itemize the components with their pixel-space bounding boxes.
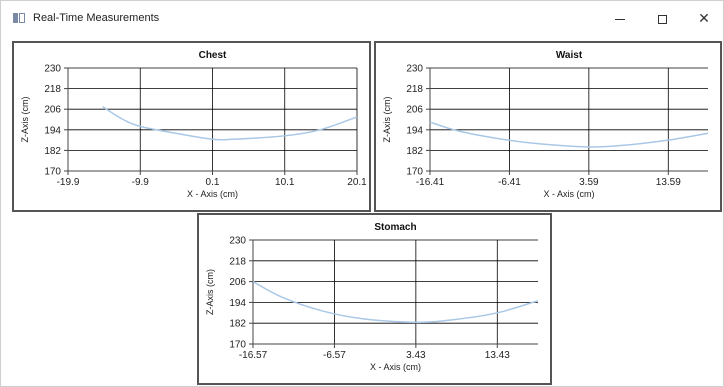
chart-1-ytick-label: 230: [406, 64, 423, 75]
chest-chart-panel: Chest 170 182 194 206 218 230 -19.9 -9.9 0.1 10.1 2…: [12, 41, 371, 212]
chart-0-xtick-label: -19.9: [57, 177, 80, 188]
stomach-chart-panel: Stomach 170 182 194 206 218 230 -16.57 -6.57 3.43…: [197, 213, 552, 385]
chart-2-xtick-label: -16.57: [239, 350, 268, 361]
chart-1-ytick-label: 182: [406, 146, 423, 157]
waist-chart-panel: Waist 170 182 194 206 218 230 -16.41 -6.41 3.59 13…: [374, 41, 722, 212]
chart-0-ytick-label: 170: [44, 167, 61, 178]
chart-1-xtick-label: 3.59: [579, 177, 599, 188]
chart-1-ytick-label: 194: [406, 125, 423, 136]
minimize-button[interactable]: [601, 7, 639, 31]
chart-1-title: Waist: [556, 50, 583, 61]
chart-2-xtick-label: 13.43: [485, 350, 510, 361]
app-icon: [13, 13, 25, 23]
chart-1-ytick-label: 206: [406, 105, 423, 116]
chart-1-xtick-label: 13.59: [656, 177, 681, 188]
chart-0-xtick-label: 10.1: [275, 177, 295, 188]
window-title: Real-Time Measurements: [33, 12, 160, 24]
title-bar[interactable]: Real-Time Measurements ✕: [1, 1, 723, 35]
chart-0-xtick-label: 0.1: [206, 177, 220, 188]
chart-0-xtick-label: -9.9: [132, 177, 150, 188]
chart-2-ytick-label: 230: [229, 236, 246, 247]
chart-0-y-axis-label: Z-Axis (cm): [20, 97, 30, 143]
stomach-chart: Stomach 170 182 194 206 218 230 -16.57 -6.57 3.43…: [205, 222, 539, 372]
chart-0-title: Chest: [199, 50, 227, 61]
chart-0-series-line: [102, 105, 358, 141]
chart-1-x-axis-label: X - Axis (cm): [544, 189, 595, 199]
close-button[interactable]: ✕: [685, 7, 723, 31]
chart-0-ytick-label: 194: [44, 125, 61, 136]
chart-0-ytick-label: 182: [44, 146, 61, 157]
maximize-icon: [657, 14, 667, 24]
chart-2-xtick-label: 3.43: [406, 350, 426, 361]
chart-1-ytick-label: 218: [406, 84, 423, 95]
chart-2-ytick-label: 170: [229, 340, 246, 351]
chart-2-y-axis-label: Z-Axis (cm): [205, 269, 215, 315]
chart-1-y-axis-label: Z-Axis (cm): [382, 97, 392, 143]
chart-2-series-line: [252, 280, 539, 324]
chart-2-ytick-label: 218: [229, 256, 246, 267]
chest-chart: Chest 170 182 194 206 218 230 -19.9 -9.9 0.1 10.1 2…: [20, 50, 367, 199]
chart-1-ytick-label: 170: [406, 167, 423, 178]
chart-2-ytick-label: 194: [229, 298, 246, 309]
maximize-button[interactable]: [643, 7, 681, 31]
chart-0-ytick-label: 206: [44, 105, 61, 116]
chart-2-x-axis-label: X - Axis (cm): [370, 362, 421, 372]
chart-1-xtick-label: -16.41: [416, 177, 445, 188]
minimize-icon: [615, 18, 625, 20]
chart-0-ytick-label: 230: [44, 64, 61, 75]
chart-0-ytick-label: 218: [44, 84, 61, 95]
chart-2-ytick-label: 206: [229, 277, 246, 288]
chart-0-x-axis-label: X - Axis (cm): [187, 189, 238, 199]
chart-0-xtick-label: 20.1: [347, 177, 367, 188]
waist-chart: Waist 170 182 194 206 218 230 -16.41 -6.41 3.59 13…: [382, 50, 709, 199]
chart-1-series-line: [429, 121, 709, 148]
chart-2-xtick-label: -6.57: [323, 350, 346, 361]
chart-2-title: Stomach: [374, 222, 416, 233]
chart-2-ytick-label: 182: [229, 319, 246, 330]
chart-1-xtick-label: -6.41: [498, 177, 521, 188]
close-icon: ✕: [698, 11, 710, 27]
